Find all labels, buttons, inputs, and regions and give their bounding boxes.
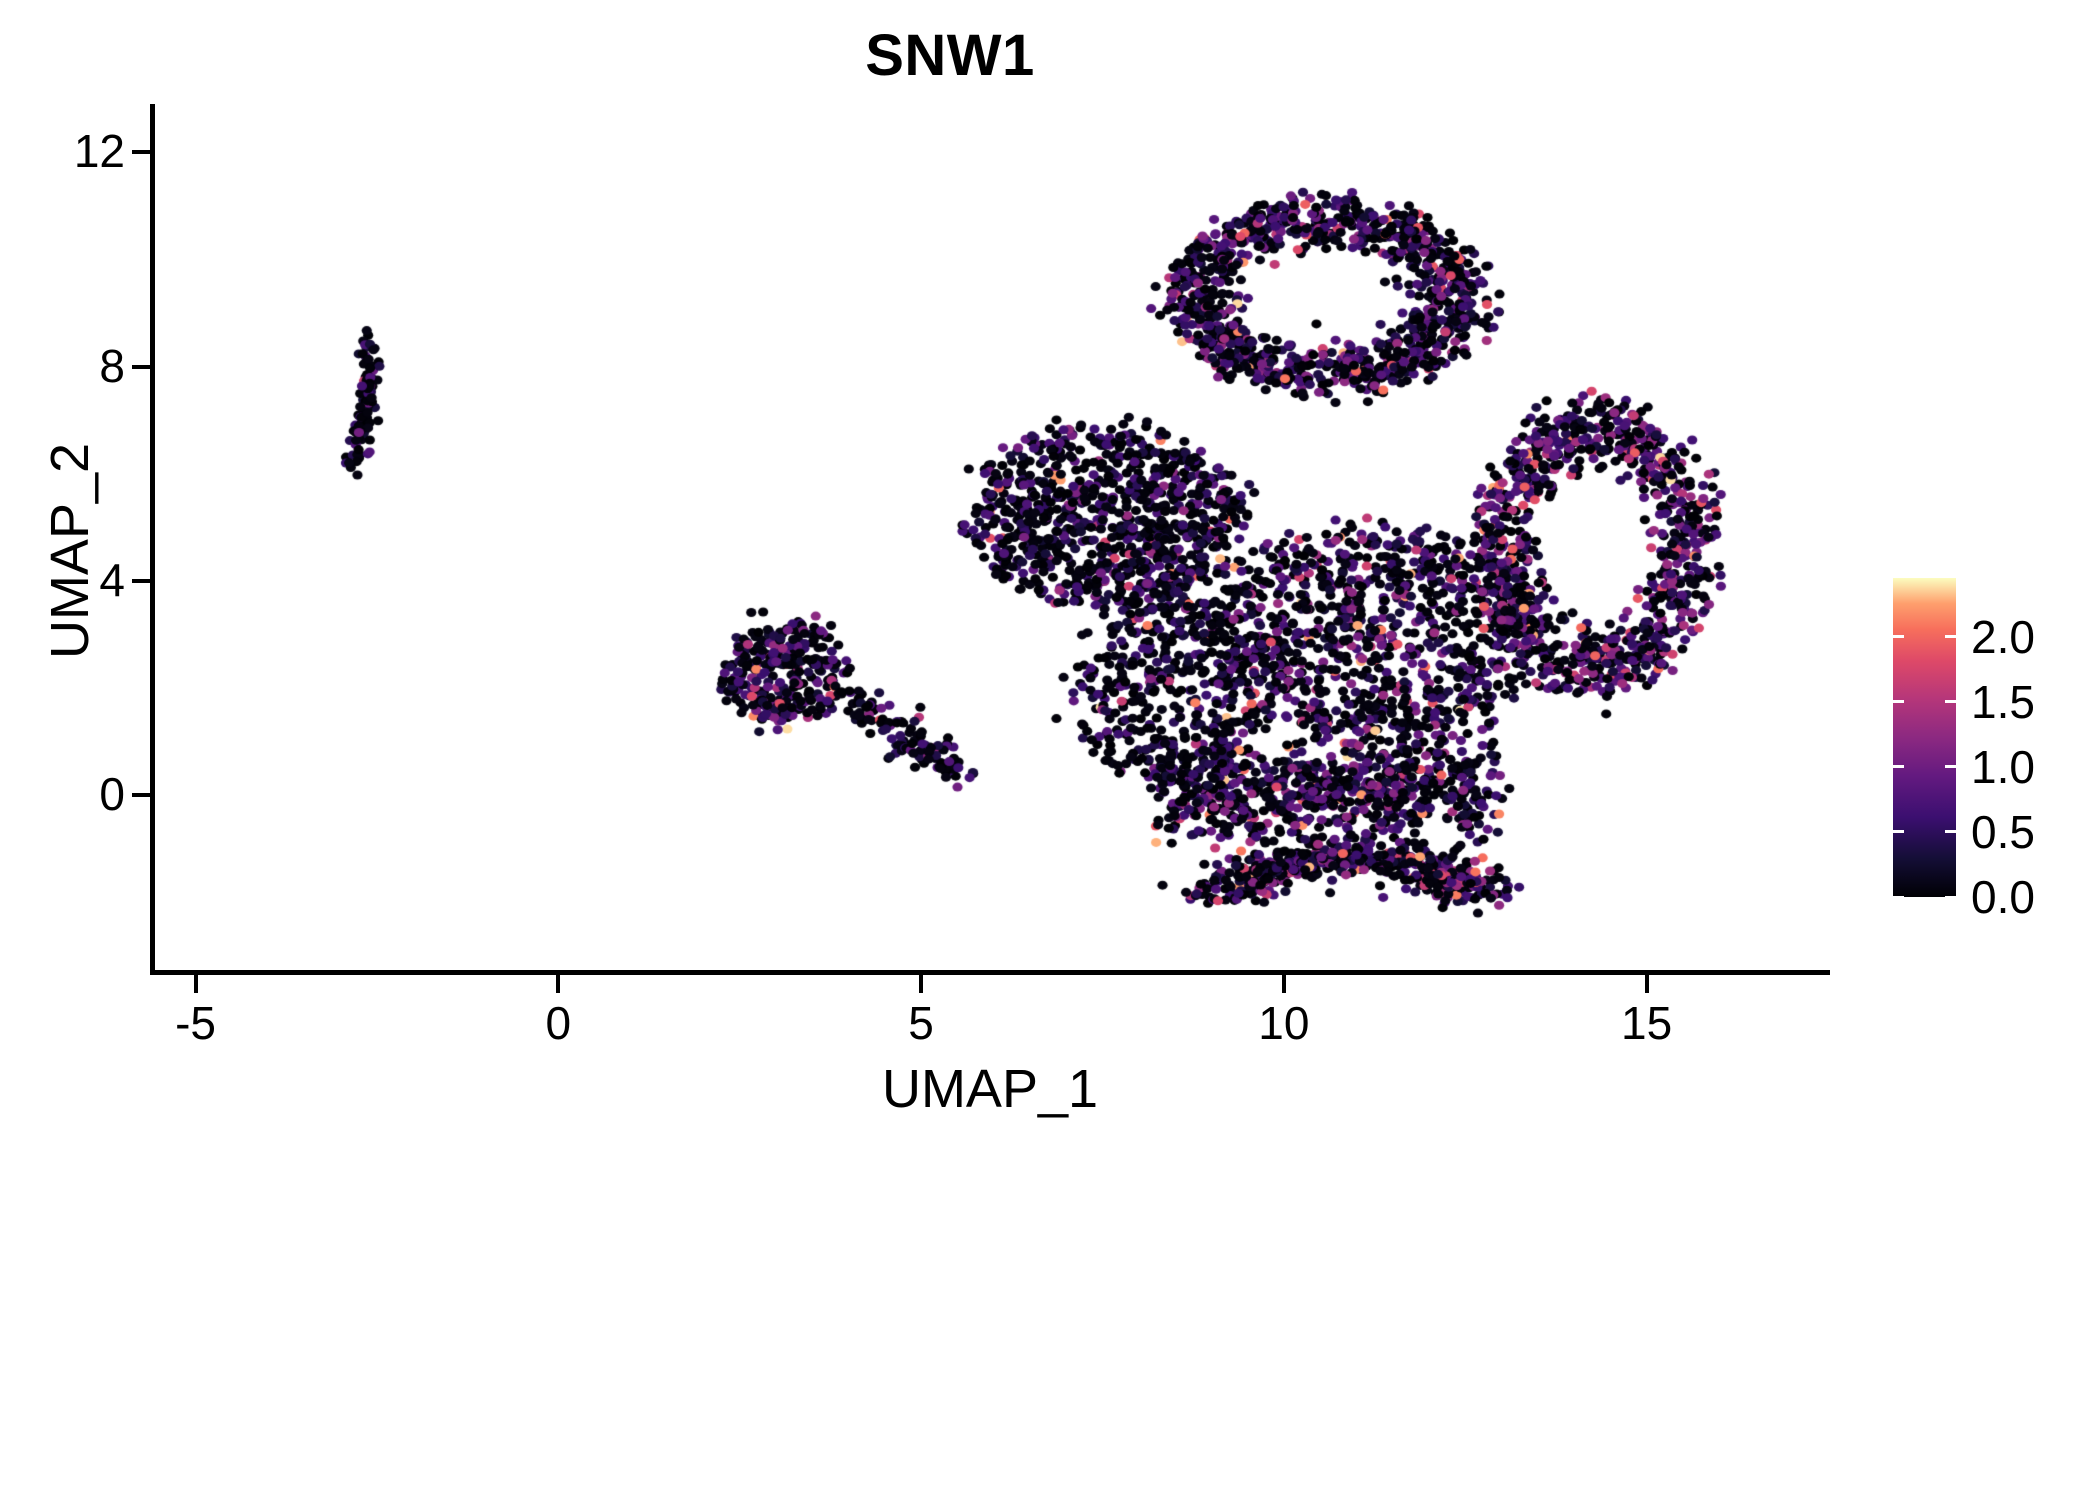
y-tick-label: 8 [99, 339, 125, 392]
x-tick-label: 10 [1258, 997, 1310, 1049]
colorbar-tick-label: 1.0 [1971, 740, 2035, 793]
page-title: SNW1 [865, 23, 1035, 88]
x-axis-line [150, 970, 1830, 975]
colorbar-tick-mark [1945, 700, 1956, 704]
y-tick-mark [132, 793, 150, 798]
scatter-points-layer [152, 104, 1828, 972]
colorbar-tick-mark [1893, 765, 1904, 769]
colorbar-tick-label: 1.5 [1971, 675, 2035, 728]
colorbar [1893, 578, 1956, 899]
y-tick-mark [132, 578, 150, 583]
x-tick-label: 5 [908, 997, 934, 1049]
y-tick-mark [132, 150, 150, 155]
colorbar-tick-mark [1893, 635, 1904, 639]
y-tick-label: 0 [99, 768, 125, 821]
colorbar-gradient [1893, 578, 1956, 897]
y-tick-label: 12 [73, 125, 125, 178]
colorbar-tick-label: 0.0 [1971, 871, 2035, 923]
colorbar-tick-label: 0.5 [1971, 805, 2035, 858]
colorbar-tick-mark [1945, 830, 1956, 834]
x-axis-title: UMAP_1 [881, 1059, 1099, 1119]
colorbar-tick-mark [1893, 895, 1904, 899]
y-tick-mark [132, 364, 150, 369]
y-axis-line [150, 104, 155, 974]
x-tick-mark [193, 975, 198, 993]
colorbar-legend: 0.0 0.5 1.0 1.5 2.0 [1893, 578, 2093, 920]
x-tick-label: 0 [545, 997, 572, 1049]
colorbar-tick-mark [1945, 635, 1956, 639]
y-axis-title: UMAP_2 [40, 442, 100, 660]
plot-panel [152, 104, 1828, 972]
colorbar-tick-mark [1893, 700, 1904, 704]
x-tick-mark [1281, 975, 1286, 993]
colorbar-tick-mark [1945, 895, 1956, 899]
x-tick-mark [556, 975, 561, 993]
x-tick-label: 15 [1621, 997, 1673, 1049]
colorbar-tick-mark [1945, 765, 1956, 769]
y-tick-label: 4 [99, 553, 125, 606]
x-tick-label: -5 [175, 997, 216, 1049]
x-tick-mark [1644, 975, 1649, 993]
colorbar-tick-label: 2.0 [1971, 610, 2035, 663]
colorbar-tick-mark [1893, 830, 1904, 834]
x-tick-mark [919, 975, 924, 993]
